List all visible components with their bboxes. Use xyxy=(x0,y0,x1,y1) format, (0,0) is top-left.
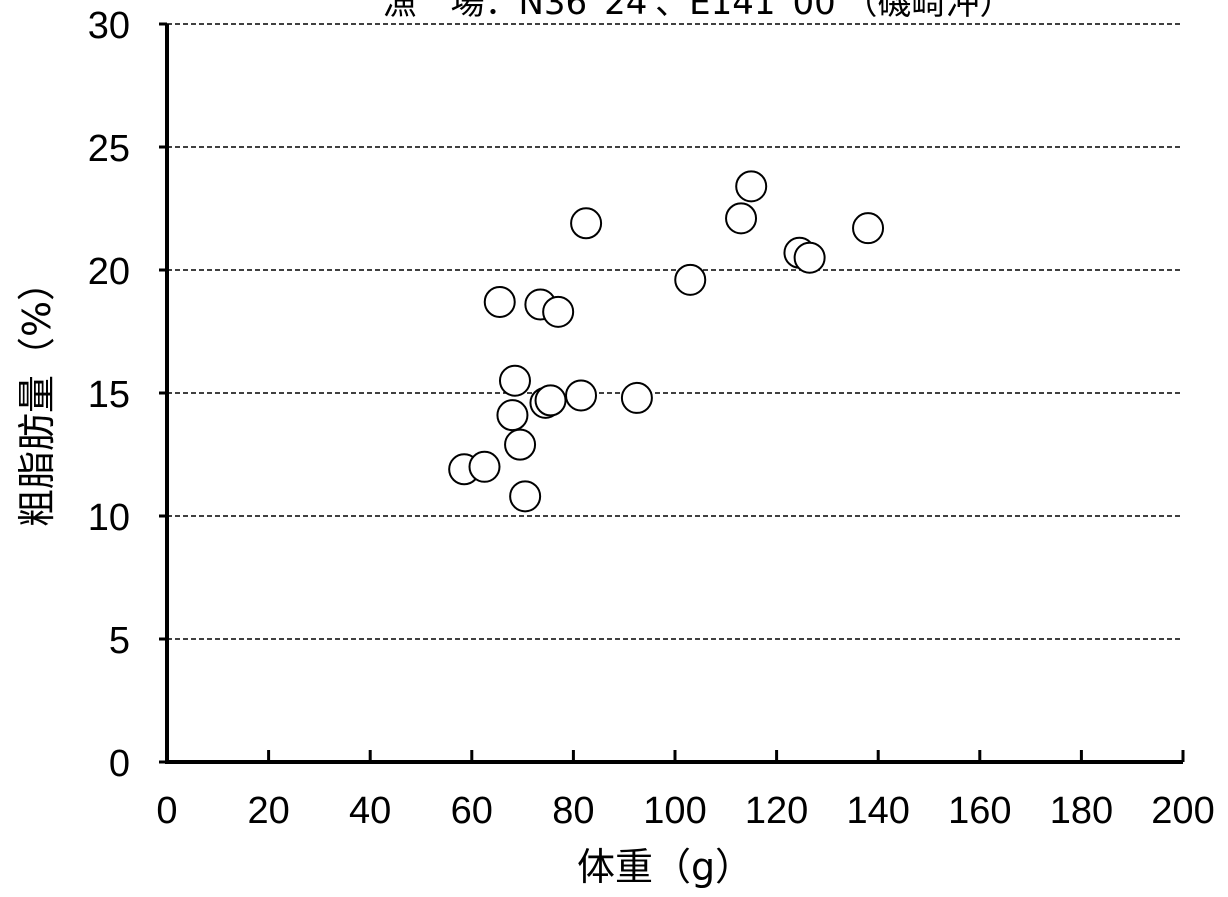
data-point-4 xyxy=(496,399,529,432)
x-tick-label-160: 160 xyxy=(948,790,1011,832)
data-point-16 xyxy=(725,202,758,235)
y-tick-label-30: 30 xyxy=(88,5,130,47)
data-point-20 xyxy=(852,212,885,245)
x-axis-ticks: 0 20 40 60 80 100 120 140 160 180 200 xyxy=(156,750,1215,832)
data-point-10 xyxy=(534,384,567,417)
x-tick-label-80: 80 xyxy=(552,790,594,832)
x-tick-label-180: 180 xyxy=(1050,790,1113,832)
x-tick-label-200: 200 xyxy=(1151,790,1214,832)
y-tick-label-0: 0 xyxy=(109,743,130,785)
x-tick-label-40: 40 xyxy=(349,790,391,832)
data-point-5 xyxy=(498,364,531,397)
chart-title: 漁 場：N36°24′、E141°00′（磯崎沖） xyxy=(382,0,1013,23)
y-tick-label-15: 15 xyxy=(88,374,130,416)
y-tick-label-20: 20 xyxy=(88,251,130,293)
data-point-6 xyxy=(504,428,537,461)
data-points xyxy=(448,170,885,513)
x-tick-label-60: 60 xyxy=(451,790,493,832)
x-tick-label-0: 0 xyxy=(156,790,177,832)
x-tick-label-20: 20 xyxy=(247,790,289,832)
data-point-13 xyxy=(570,207,603,240)
data-point-7 xyxy=(509,480,542,513)
x-tick-label-120: 120 xyxy=(745,790,808,832)
x-tick-label-140: 140 xyxy=(846,790,909,832)
y-tick-label-25: 25 xyxy=(88,128,130,170)
data-point-15 xyxy=(674,263,707,296)
gridlines xyxy=(167,23,1183,640)
data-point-17 xyxy=(735,170,768,203)
y-tick-label-5: 5 xyxy=(109,620,130,662)
data-point-12 xyxy=(565,379,598,412)
data-point-3 xyxy=(483,285,516,318)
x-tick-label-100: 100 xyxy=(643,790,706,832)
data-point-11 xyxy=(542,295,575,328)
y-tick-label-10: 10 xyxy=(88,497,130,539)
y-axis-ticks: 0 5 10 15 20 25 30 xyxy=(88,5,167,785)
data-point-2 xyxy=(468,450,501,483)
y-axis-title: 粗脂肪量（%） xyxy=(15,263,59,527)
data-point-19 xyxy=(793,241,826,274)
x-axis-title: 体重（g） xyxy=(577,845,753,889)
data-point-14 xyxy=(620,381,653,414)
